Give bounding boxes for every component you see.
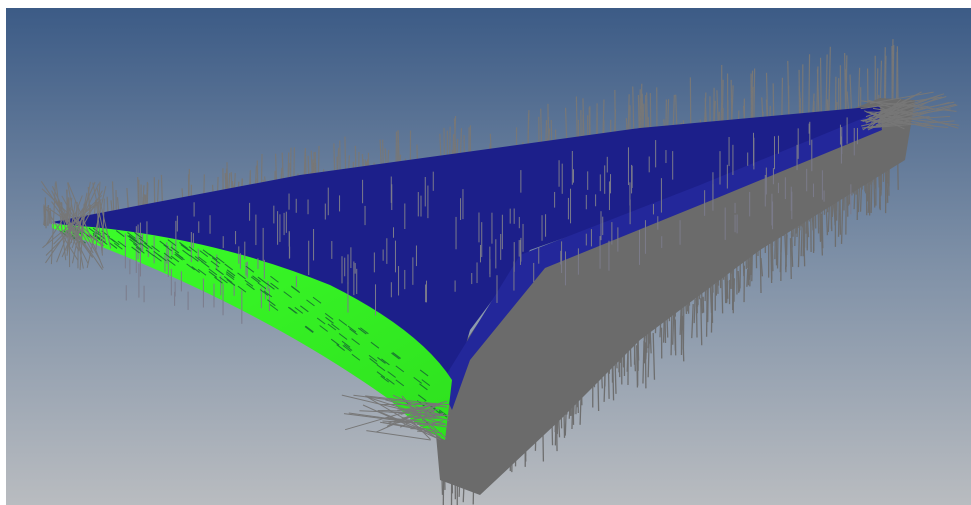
gray-vector (739, 269, 740, 291)
gray-vector (747, 269, 748, 287)
gray-vector (45, 197, 46, 228)
gray-vector (786, 228, 787, 273)
gray-vector (760, 244, 761, 293)
gray-vector (803, 218, 804, 256)
gray-vector (791, 238, 792, 279)
gray-vector (637, 345, 638, 387)
gray-vector (707, 288, 708, 337)
gray-vector (694, 299, 695, 323)
render-view (0, 0, 971, 505)
gray-vector (675, 314, 676, 351)
gray-vector (808, 222, 809, 238)
page: (() => { const svg = document.getElement… (0, 0, 971, 505)
